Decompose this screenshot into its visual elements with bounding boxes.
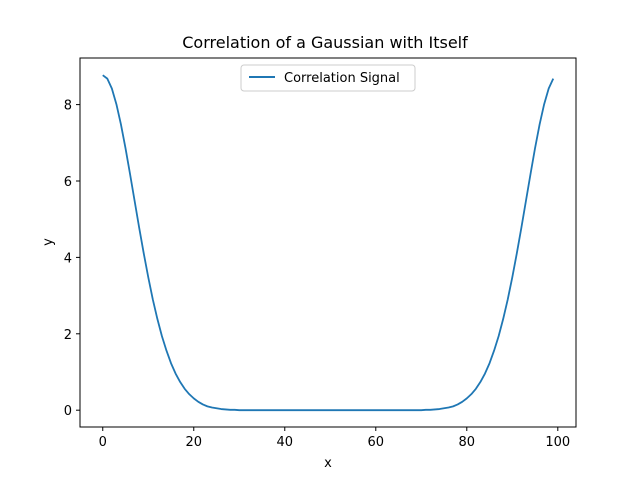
- series-line: [102, 74, 555, 412]
- y-tick-label: 6: [64, 175, 72, 190]
- plot-area: [102, 74, 555, 412]
- x-tick-label: 20: [185, 435, 202, 450]
- y-axis: 0 2 4 6 8: [64, 99, 80, 419]
- x-tick-label: 40: [276, 435, 293, 450]
- legend-label: Correlation Signal: [284, 71, 400, 86]
- x-tick-label: 0: [99, 435, 107, 450]
- y-axis-label: y: [41, 238, 56, 246]
- chart-title: Correlation of a Gaussian with Itself: [182, 33, 468, 52]
- y-tick-label: 4: [64, 251, 72, 266]
- x-axis-label: x: [324, 456, 332, 471]
- x-tick-label: 80: [459, 435, 476, 450]
- x-axis: 0 20 40 60 80 100: [99, 427, 570, 450]
- y-tick-label: 2: [64, 328, 72, 343]
- plot-frame: [79, 57, 577, 428]
- y-tick-label: 0: [64, 404, 72, 419]
- x-tick-label: 60: [368, 435, 385, 450]
- x-tick-label: 100: [545, 435, 570, 450]
- y-tick-label: 8: [64, 99, 72, 114]
- legend: Correlation Signal: [240, 64, 416, 92]
- legend-box: [240, 64, 416, 92]
